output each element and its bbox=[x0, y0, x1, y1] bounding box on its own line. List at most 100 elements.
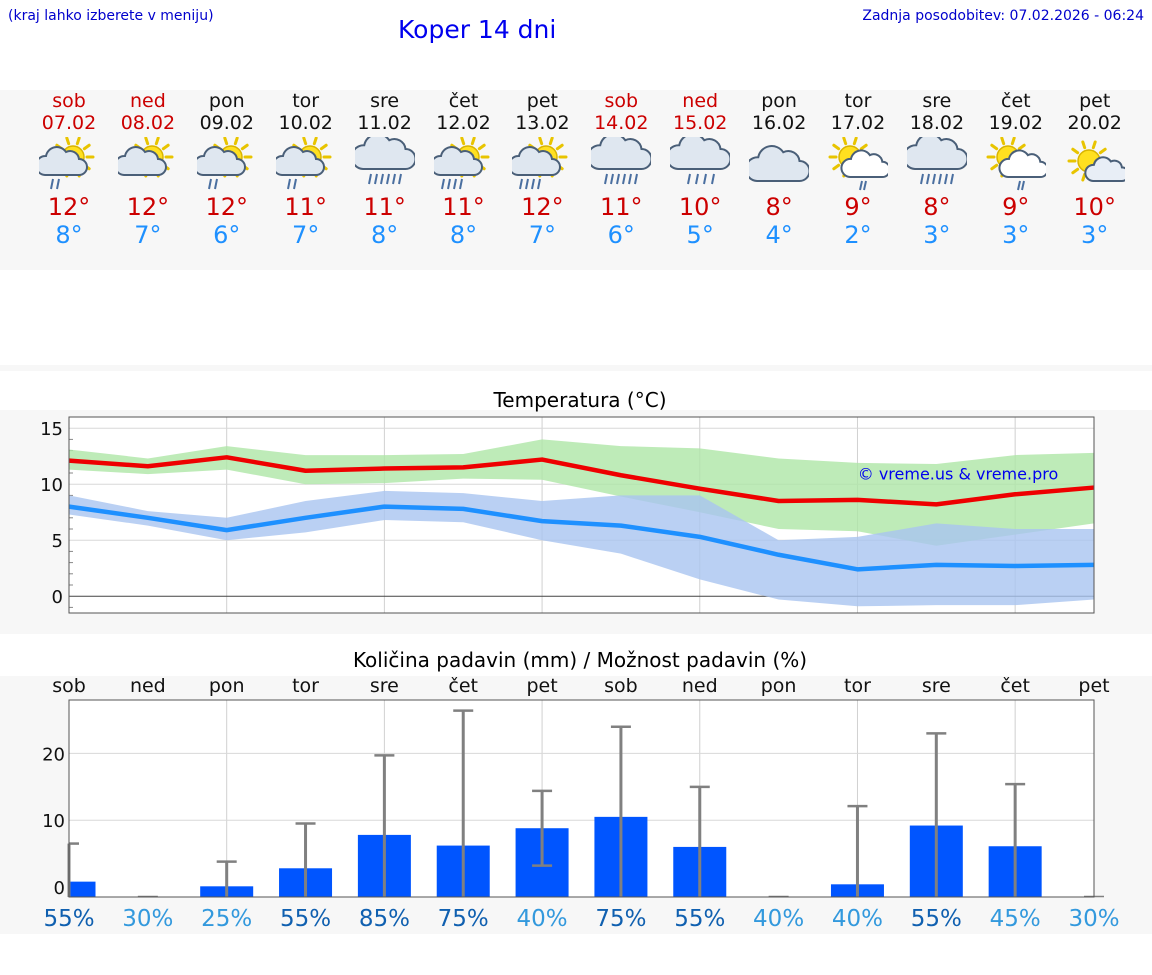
day-name-label: pon bbox=[761, 90, 797, 112]
day-name-label: sre bbox=[370, 90, 400, 112]
day-date-label: 13.02 bbox=[515, 112, 570, 134]
x-day-label: sob bbox=[604, 675, 638, 697]
precip-chance-label: 45% bbox=[990, 906, 1041, 932]
min-temp-label: 8° bbox=[449, 221, 478, 249]
max-temp-label: 10° bbox=[678, 193, 722, 221]
x-day-label: tor bbox=[292, 675, 319, 697]
min-temp-label: 5° bbox=[686, 221, 714, 249]
max-temp-label: 9° bbox=[1002, 193, 1030, 221]
cloud-rain-icon bbox=[670, 137, 731, 185]
min-temp-label: 7° bbox=[292, 221, 320, 249]
min-range-band bbox=[69, 490, 1094, 607]
day-name-label: čet bbox=[1001, 90, 1031, 112]
precip-chance-label: 75% bbox=[595, 906, 646, 932]
day-name-label: tor bbox=[292, 90, 320, 112]
last-update-label: Zadnja posodobitev: 07.02.2026 - 06:24 bbox=[862, 8, 1144, 24]
max-temp-label: 12° bbox=[205, 193, 249, 221]
page-title: Koper 14 dni bbox=[398, 15, 557, 44]
min-temp-label: 8° bbox=[370, 221, 399, 249]
max-temp-line bbox=[68, 455, 1095, 507]
day-date-label: 12.02 bbox=[436, 112, 491, 134]
x-day-label: čet bbox=[448, 675, 478, 697]
day-date-label: 15.02 bbox=[672, 112, 728, 134]
forecast-day: tor 17.02 9° 2° bbox=[818, 90, 898, 249]
day-date-label: 11.02 bbox=[357, 112, 412, 134]
day-date-label: 07.02 bbox=[41, 112, 97, 134]
x-day-label: sre bbox=[922, 675, 951, 697]
sun-small-cloud-icon bbox=[1067, 140, 1125, 182]
day-date-label: 09.02 bbox=[199, 112, 254, 134]
sun-cloud-light-rain-icon bbox=[828, 137, 888, 191]
y-tick-label: 10 bbox=[42, 811, 65, 832]
max-temp-label: 11° bbox=[363, 193, 406, 221]
day-date-label: 19.02 bbox=[988, 112, 1043, 134]
min-temp-label: 6° bbox=[213, 221, 241, 249]
x-day-label: sob bbox=[52, 675, 86, 697]
forecast-day: pon 16.02 8° 4° bbox=[739, 90, 819, 249]
day-name-label: pon bbox=[208, 90, 245, 112]
temperature-chart: 0 5 10 15 © vreme.us & vreme.pro bbox=[40, 416, 1095, 614]
region-menu-hint[interactable]: (kraj lahko izberete v meniju) bbox=[8, 8, 214, 24]
precip-bar bbox=[69, 881, 96, 897]
forecast-day: čet 19.02 9° 3° bbox=[976, 90, 1056, 249]
max-temp-label: 12° bbox=[126, 193, 170, 221]
watermark-text: © vreme.us & vreme.pro bbox=[858, 465, 1059, 484]
precip-chance-label: 55% bbox=[43, 906, 94, 932]
min-temp-label: 6° bbox=[607, 221, 635, 249]
max-temp-label: 9° bbox=[844, 193, 872, 221]
max-range-band bbox=[69, 439, 1094, 546]
day-name-label: ned bbox=[682, 90, 719, 112]
y-tick-label: 0 bbox=[52, 587, 63, 608]
day-name-label: pet bbox=[526, 90, 558, 112]
forecast-day: pet 20.02 10° 3° bbox=[1055, 90, 1135, 249]
precip-chance-label: 75% bbox=[438, 906, 489, 932]
min-temp-line bbox=[68, 504, 1095, 572]
min-temp-label: 8° bbox=[55, 221, 83, 249]
precip-chance-label: 40% bbox=[832, 906, 883, 932]
temperature-chart-title: Temperatura (°C) bbox=[493, 388, 667, 412]
plot-frame bbox=[68, 416, 1095, 614]
sun-cloud-rain-icon bbox=[196, 137, 253, 190]
cloud-heavy-rain-icon bbox=[354, 137, 415, 185]
day-name-label: pet bbox=[1079, 90, 1111, 112]
day-date-label: 20.02 bbox=[1067, 112, 1122, 134]
max-temp-label: 11° bbox=[284, 193, 327, 221]
day-date-label: 18.02 bbox=[909, 112, 965, 134]
precip-chance-label: 40% bbox=[753, 906, 804, 932]
min-temp-label: 4° bbox=[765, 221, 793, 249]
day-name-label: tor bbox=[844, 90, 872, 112]
day-date-label: 08.02 bbox=[120, 112, 176, 134]
plot-frame bbox=[68, 699, 1095, 898]
x-day-label: ned bbox=[682, 675, 718, 697]
section-divider bbox=[0, 365, 1152, 371]
day-name-label: ned bbox=[129, 90, 166, 112]
x-day-label: čet bbox=[1000, 675, 1030, 697]
forecast-day: čet 12.02 11° 8° bbox=[424, 90, 504, 249]
cloud-icon bbox=[749, 145, 810, 182]
precip-chance-label: 55% bbox=[674, 906, 725, 932]
x-day-label: ned bbox=[130, 675, 166, 697]
day-date-label: 14.02 bbox=[594, 112, 649, 134]
max-temp-label: 8° bbox=[923, 193, 951, 221]
day-date-label: 17.02 bbox=[830, 112, 886, 134]
sun-cloud-rain-icon bbox=[275, 137, 332, 190]
min-temp-label: 3° bbox=[1002, 221, 1030, 249]
forecast-day: tor 10.02 11° 7° bbox=[266, 90, 346, 249]
day-date-label: 16.02 bbox=[751, 112, 807, 134]
day-name-label: čet bbox=[448, 90, 479, 112]
min-temp-label: 3° bbox=[1081, 221, 1109, 249]
precip-chance-label: 55% bbox=[911, 906, 962, 932]
forecast-day: pet 13.02 12° 7° bbox=[502, 90, 582, 249]
precip-chance-label: 40% bbox=[517, 906, 568, 932]
sun-cloud-heavy-rain-icon bbox=[512, 137, 568, 190]
y-tick-label: 15 bbox=[40, 419, 63, 440]
precip-chance-label: 25% bbox=[201, 906, 252, 932]
day-name-label: sre bbox=[922, 90, 952, 112]
x-day-label: pon bbox=[761, 675, 797, 697]
min-temp-label: 3° bbox=[923, 221, 951, 249]
daily-forecast-strip: sob 07.02 12° 8° ned 08.02 12° 7° pon 09.02 12° 6° t… bbox=[0, 90, 1152, 270]
forecast-day: sre 18.02 8° 3° bbox=[897, 90, 977, 249]
max-temp-label: 11° bbox=[442, 193, 485, 221]
max-temp-label: 11° bbox=[600, 193, 643, 221]
y-tick-label: 20 bbox=[42, 744, 65, 765]
